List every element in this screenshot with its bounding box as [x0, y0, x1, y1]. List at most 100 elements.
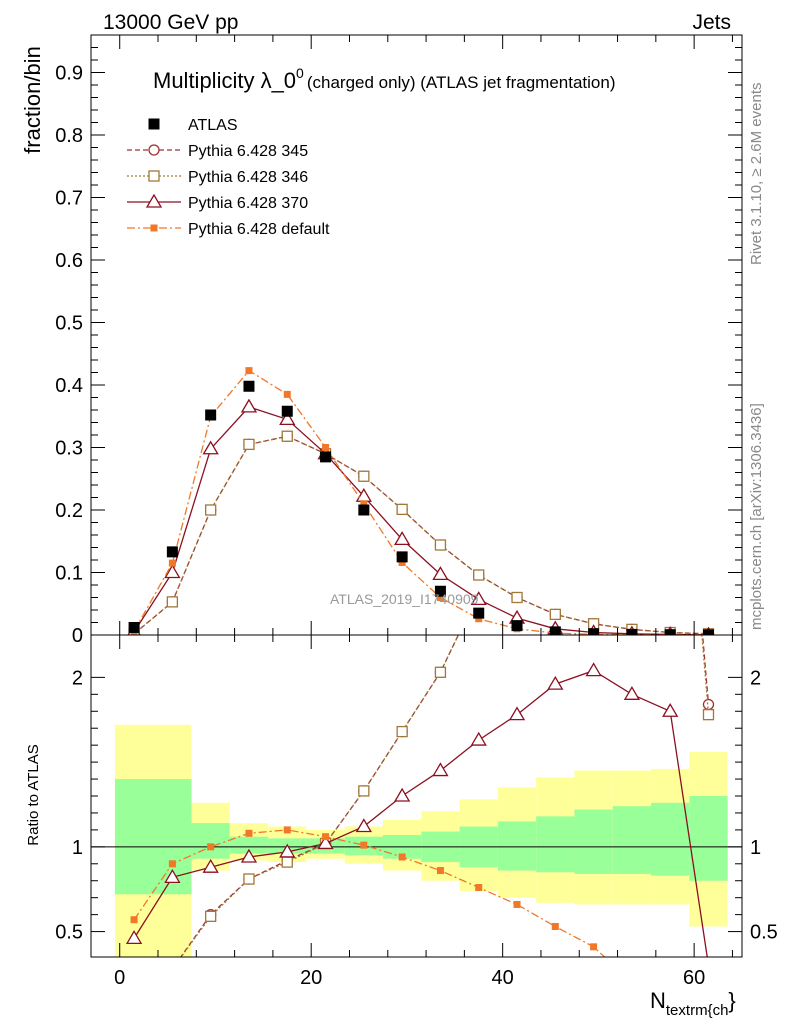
ratio-p370-point	[164, 869, 181, 883]
ratio-ytick-label-right: 1	[750, 837, 761, 859]
pdefault-point	[360, 500, 368, 508]
main-ytick-label: 0.6	[55, 250, 83, 272]
ratio-p370-point	[355, 818, 372, 833]
ratio-p370-point	[317, 835, 334, 850]
ratio-p346-point	[550, 435, 560, 445]
x-axis-label: Ntextrm{ch}	[650, 988, 736, 1019]
atlas-point	[358, 504, 370, 516]
ratio-p346-point	[243, 873, 255, 885]
ratio-pdefault-point	[628, 979, 635, 986]
ratio-xtick-label: 0	[114, 967, 125, 989]
ratio-pdefault-point	[283, 826, 291, 834]
pdefault-point	[283, 390, 291, 398]
pdefault-point	[322, 444, 330, 451]
main-ytick-label: 0	[72, 625, 83, 647]
atlas-point	[434, 585, 446, 597]
ratio-p370-point	[202, 858, 219, 873]
legend-label-atlas: ATLAS	[188, 117, 238, 134]
ratio-pdefault-point	[360, 841, 368, 849]
atlas-point	[511, 620, 523, 632]
legend-marker-pdefault	[150, 224, 158, 232]
ratio-p370-point	[470, 731, 487, 746]
ratio-p370-point	[432, 762, 449, 777]
ratio-pdefault-point	[398, 853, 406, 861]
atlas-point	[549, 626, 561, 635]
main-ytick-label: 0.8	[55, 125, 83, 147]
atlas-point	[281, 405, 293, 417]
green-band	[651, 802, 690, 876]
legend: ATLAS Pythia 6.428 345 Pythia 6.428 346 Pyt…	[127, 117, 330, 238]
legend-marker-atlas	[148, 118, 160, 130]
p346-point	[243, 438, 255, 451]
p370-point	[432, 566, 449, 581]
ratio-ytick-label: 0.5	[55, 922, 83, 944]
plot-title: Multiplicity λ_00 (charged only) (ATLAS j…	[153, 65, 616, 93]
ratio-pdefault-point	[590, 943, 598, 951]
p370-point	[240, 398, 258, 413]
p370-line	[133, 406, 709, 635]
atlas-point	[166, 546, 178, 558]
green-band	[612, 806, 652, 874]
ratio-pdefault-line	[133, 829, 606, 957]
p346-point	[511, 591, 523, 604]
atlas-point	[128, 622, 140, 633]
ratio-p346-point	[281, 856, 293, 868]
ratio-p345-point	[589, 367, 599, 377]
ratio-p346-point	[205, 910, 217, 922]
ratio-p346-point	[358, 785, 370, 797]
pdefault-point	[436, 594, 444, 601]
ratio-pdefault-point	[168, 860, 176, 868]
ratio-p346-point	[396, 725, 408, 738]
legend-label-p370: Pythia 6.428 370	[188, 195, 308, 212]
ratio-ytick-label-right: 2	[750, 667, 761, 689]
atlas-point	[702, 629, 714, 635]
main-ytick-label: 0.7	[55, 188, 83, 210]
green-band	[689, 796, 728, 881]
atlas-point	[320, 451, 332, 463]
p370-point	[202, 440, 219, 455]
ratio-ylabel: Ratio to ATLAS	[25, 744, 42, 845]
ratio-pdefault-point	[207, 843, 215, 851]
green-band	[229, 836, 269, 854]
main-ytick-label: 0.4	[55, 375, 83, 397]
ratio-p370-point	[125, 930, 143, 945]
p346-point	[396, 503, 408, 516]
main-ytick-label: 0.2	[55, 500, 83, 522]
p346-point	[281, 430, 293, 442]
atlas-point	[205, 409, 217, 421]
ratio-p345-point	[129, 984, 139, 994]
main-ytick-label: 0.9	[55, 63, 83, 85]
p370-point	[394, 531, 411, 546]
main-ylabel: fraction/bin	[20, 46, 45, 154]
ratio-p345-point	[550, 435, 560, 445]
ratio-ytick-label: 1	[72, 837, 83, 859]
pdefault-point	[168, 559, 176, 567]
ratio-pdefault-point	[245, 829, 253, 837]
ratio-p345-point	[512, 503, 522, 513]
ratio-pdefault-point	[436, 867, 444, 875]
ratio-xtick-label: 60	[683, 967, 705, 989]
ratio-p345-point	[665, 249, 675, 259]
pdefault-point	[398, 559, 406, 566]
main-ytick-label: 0.1	[55, 563, 83, 585]
atlas-point	[396, 551, 408, 563]
watermark: ATLAS_2019_I1740909	[330, 591, 479, 607]
ratio-p346-point	[627, 333, 637, 343]
legend-marker-p346	[148, 170, 160, 182]
ratio-pdefault-point	[551, 922, 559, 930]
ratio-p345-point	[167, 964, 177, 974]
legend-label-pdefault: Pythia 6.428 default	[188, 221, 330, 238]
ratio-pdefault-point	[475, 884, 483, 892]
ratio-p370-point	[508, 706, 526, 721]
ratio-pdefault-point	[130, 916, 138, 924]
p346-point	[549, 608, 561, 621]
p346-point	[205, 504, 217, 516]
main-ytick-label: 0.3	[55, 438, 83, 460]
atlas-point	[588, 628, 600, 635]
atlas-point	[243, 380, 255, 392]
pdefault-point	[245, 367, 253, 375]
ratio-p346-point	[434, 666, 447, 678]
green-band	[497, 821, 537, 871]
ratio-p345-point	[627, 333, 637, 343]
